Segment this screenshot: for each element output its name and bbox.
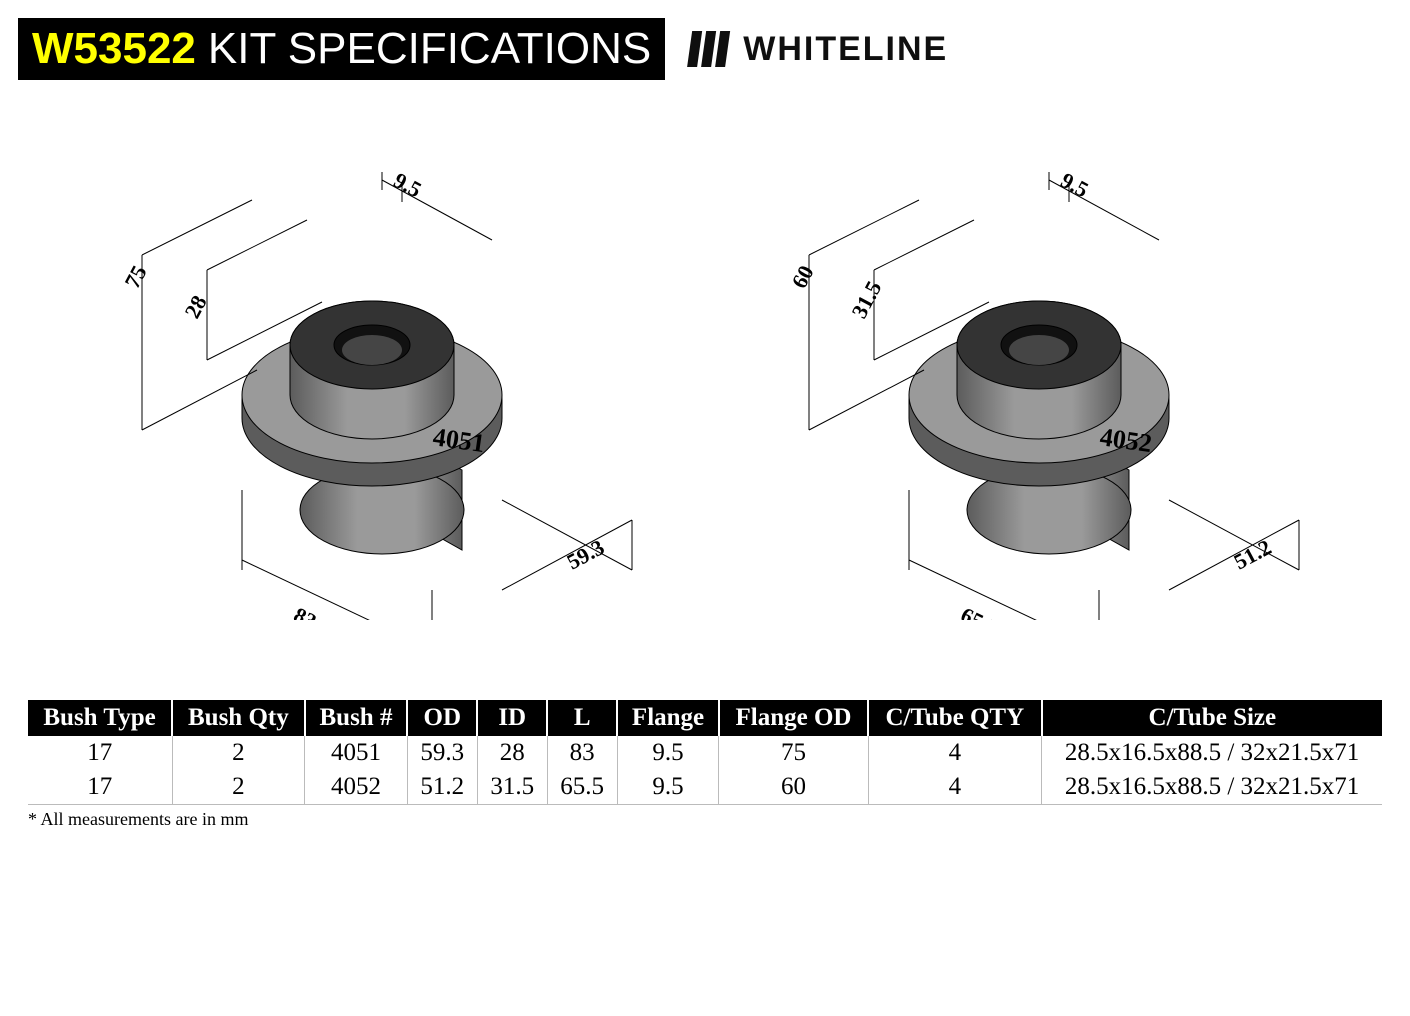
table-cell: 4 [868, 736, 1042, 770]
table-header-cell: Bush Type [28, 700, 172, 736]
bushing-diagram: 4052 [759, 140, 1319, 620]
table-cell: 83 [547, 736, 617, 770]
table-row: 172405159.328839.575428.5x16.5x88.5 / 32… [28, 736, 1382, 770]
table-header-row: Bush TypeBush QtyBush #ODIDLFlangeFlange… [28, 700, 1382, 736]
dim-od: 59.3 [562, 534, 608, 574]
table-cell: 51.2 [407, 770, 477, 805]
table-cell: 2 [172, 736, 305, 770]
dim-flange: 9.5 [389, 167, 425, 202]
table-cell: 28.5x16.5x88.5 / 32x21.5x71 [1042, 770, 1382, 805]
table-cell: 4052 [305, 770, 408, 805]
table-header-cell: Bush # [305, 700, 408, 736]
table-header-cell: L [547, 700, 617, 736]
table-cell: 2 [172, 770, 305, 805]
dim-flange-od: 60 [786, 261, 818, 292]
table-header-cell: C/Tube QTY [868, 700, 1042, 736]
dim-id: 31.5 [846, 277, 886, 323]
table-cell: 9.5 [617, 736, 719, 770]
bushing-diagram: 4051 [92, 140, 652, 620]
logo-icon [683, 25, 731, 73]
header: W53522 KIT SPECIFICATIONS WHITELINE [18, 18, 1392, 80]
table-cell: 65.5 [547, 770, 617, 805]
table-header-cell: Flange OD [719, 700, 868, 736]
part-number: W53522 [32, 24, 196, 74]
footnote: * All measurements are in mm [28, 809, 1382, 830]
dim-l: 83 [289, 602, 320, 620]
brand-name: WHITELINE [743, 30, 948, 69]
table-cell: 75 [719, 736, 868, 770]
table-body: 172405159.328839.575428.5x16.5x88.5 / 32… [28, 736, 1382, 805]
table-cell: 4 [868, 770, 1042, 805]
table-cell: 60 [719, 770, 868, 805]
title-banner: W53522 KIT SPECIFICATIONS [18, 18, 665, 80]
diagrams-row: 4051 [38, 140, 1372, 620]
table-cell: 31.5 [477, 770, 547, 805]
table-row: 172405251.231.565.59.560428.5x16.5x88.5 … [28, 770, 1382, 805]
table-header-cell: C/Tube Size [1042, 700, 1382, 736]
dim-od: 51.2 [1229, 534, 1275, 574]
dim-l: 65.5 [956, 602, 1002, 620]
table-cell: 28.5x16.5x88.5 / 32x21.5x71 [1042, 736, 1382, 770]
spec-table: Bush TypeBush QtyBush #ODIDLFlangeFlange… [28, 700, 1382, 805]
diagram-4052: 4052 [759, 140, 1319, 620]
table-header-cell: Flange [617, 700, 719, 736]
dim-flange: 9.5 [1056, 167, 1092, 202]
table-cell: 28 [477, 736, 547, 770]
brand-logo: WHITELINE [683, 25, 948, 73]
table-cell: 59.3 [407, 736, 477, 770]
table-cell: 4051 [305, 736, 408, 770]
diagram-4051: 4051 [92, 140, 652, 620]
table-header-cell: Bush Qty [172, 700, 305, 736]
table-cell: 17 [28, 736, 172, 770]
table-cell: 9.5 [617, 770, 719, 805]
title-text: KIT SPECIFICATIONS [208, 24, 651, 74]
table-cell: 17 [28, 770, 172, 805]
table-header-cell: ID [477, 700, 547, 736]
dim-flange-od: 75 [119, 261, 151, 292]
table-header-cell: OD [407, 700, 477, 736]
